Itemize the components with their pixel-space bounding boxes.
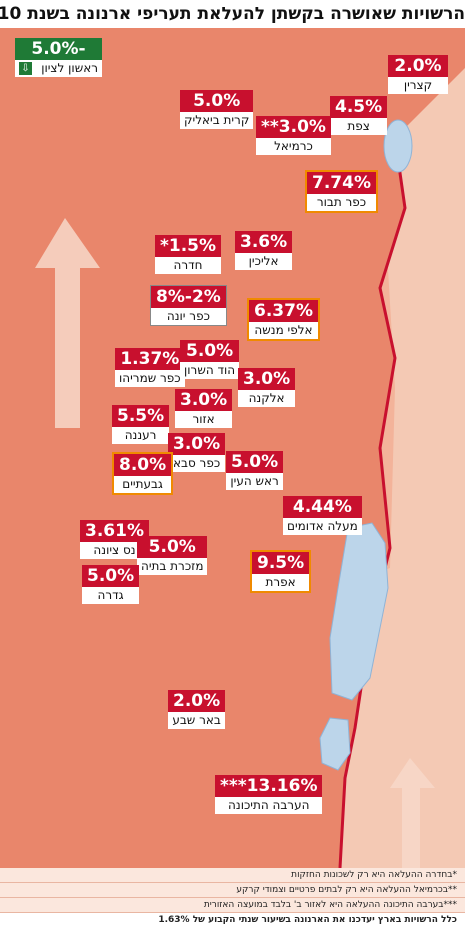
place-value: 5.0% — [137, 536, 208, 558]
place-name: אליכין — [235, 253, 293, 270]
israel-map — [0, 28, 465, 868]
place-label-rosh-haayin: 5.0% ראש העין — [226, 451, 284, 490]
place-value: 5.0% — [180, 340, 240, 362]
place-value: 2.0% — [168, 690, 226, 712]
place-name: ראש העין — [226, 473, 284, 490]
arrow-down-icon: ⇩ — [19, 62, 32, 75]
place-name: קצרין — [388, 77, 448, 94]
dead-sea — [329, 522, 389, 701]
place-value: 3.0% — [238, 368, 296, 390]
place-label-nes-ziona: 3.61% נס ציונה — [80, 520, 149, 559]
footnote-4: כלל הרשויות בארץ יעדכנו את הארנונה בשיעו… — [0, 913, 465, 927]
legend-rishon: -5.0% ראשון לציון ⇩ — [15, 38, 102, 77]
place-value: 6.37% — [249, 300, 318, 322]
place-name: אלקנה — [238, 390, 296, 407]
place-name: באר שבע — [168, 712, 226, 729]
place-name: אפרת — [252, 574, 310, 591]
place-name: כרמיאל — [256, 138, 331, 155]
place-value: 5.5% — [112, 405, 170, 427]
footnote-3: ***בערבה התיכונה ההעלאה היא לאזור ב' בלב… — [0, 898, 465, 913]
place-value: 5.0% — [82, 565, 140, 587]
place-value: 2.0% — [388, 55, 448, 77]
place-label-kfar-shmaryahu: 1.37% כפר שמריהו — [115, 348, 185, 387]
place-name: אלפי מנשה — [249, 322, 318, 339]
place-label-raanana: 5.5% רעננה — [112, 405, 170, 444]
place-label-kfar-saba: 3.0% כפר סבא — [168, 433, 226, 472]
place-value: 4.44% — [283, 496, 362, 518]
sea-of-galilee — [383, 119, 413, 173]
place-name: אזור — [175, 411, 233, 428]
place-name: צפת — [330, 118, 388, 135]
place-value: 5.0% — [180, 90, 254, 112]
place-name: גדרה — [82, 587, 140, 604]
place-label-karmiel: 3.0%** כרמיאל — [256, 116, 331, 155]
place-label-tzfat: 4.5% צפת — [330, 96, 388, 135]
place-value: 9.5% — [252, 552, 310, 574]
place-name: נס ציונה — [80, 542, 149, 559]
place-value: 8.0% — [114, 454, 172, 476]
dead-sea-south — [319, 717, 351, 771]
legend-value: -5.0% — [15, 38, 102, 60]
legend-name-row: ראשון לציון ⇩ — [15, 60, 102, 77]
place-label-hadera: 1.5%* חדרה — [155, 235, 222, 274]
place-name: הוד השרון — [180, 362, 240, 379]
place-value: 5.0% — [226, 451, 284, 473]
legend-name: ראשון לציון — [41, 61, 98, 75]
place-label-alfei-menashe: 6.37% אלפי מנשה — [247, 298, 320, 341]
place-value: 13.16%*** — [215, 775, 323, 797]
up-arrow-icon-south — [390, 758, 435, 868]
place-name: הערבה התיכונה — [215, 797, 323, 814]
place-value: 3.61% — [80, 520, 149, 542]
up-arrow-icon — [35, 218, 100, 428]
place-label-gedera: 5.0% גדרה — [82, 565, 140, 604]
place-label-elkana: 3.0% אלקנה — [238, 368, 296, 407]
place-name: מזכרת בתיה — [137, 558, 208, 575]
place-label-kfar-tavor: 7.74% כפר תבור — [305, 170, 378, 213]
place-label-efrat: 9.5% אפרת — [250, 550, 312, 593]
place-name: מעלה אדומים — [283, 518, 362, 535]
place-label-katzrin: 2.0% קצרין — [388, 55, 448, 94]
place-name: רעננה — [112, 427, 170, 444]
place-label-mazkeret-batya: 5.0% מזכרת בתיה — [137, 536, 208, 575]
footnote-1: *בחדרה ההעלאה היא רק לשכונות החזקות — [0, 868, 465, 883]
place-label-maale-adumim: 4.44% מעלה אדומים — [283, 496, 362, 535]
place-name: כפר יונה — [151, 308, 226, 325]
place-value: 7.74% — [307, 172, 376, 194]
place-label-beer-sheva: 2.0% באר שבע — [168, 690, 226, 729]
place-value: 3.0% — [175, 389, 233, 411]
place-value: 3.6% — [235, 231, 293, 253]
place-name: כפר תבור — [307, 194, 376, 211]
place-label-elyachin: 3.6% אליכין — [235, 231, 293, 270]
place-name: גבעתיים — [114, 476, 172, 493]
map-title: הרשויות שאושרה בקשתן להעלאת תעריפי ארנונ… — [0, 0, 465, 28]
place-label-arava: 13.16%*** הערבה התיכונה — [215, 775, 323, 814]
place-value: 1.37% — [115, 348, 185, 370]
place-value: 1.5%* — [155, 235, 222, 257]
place-value: 4.5% — [330, 96, 388, 118]
place-value: 3.0%** — [256, 116, 331, 138]
place-value: 2%-8% — [151, 286, 226, 308]
footnote-2: **בכרמיאל ההעלאה היא רק לבתים פרטיים וצמ… — [0, 883, 465, 898]
place-label-azor: 3.0% אזור — [175, 389, 233, 428]
footnotes: *בחדרה ההעלאה היא רק לשכונות החזקות **בכ… — [0, 868, 465, 930]
place-name: קרית ביאליק — [180, 112, 254, 129]
place-name: כפר סבא — [168, 455, 226, 472]
place-label-hod-hasharon: 5.0% הוד השרון — [180, 340, 240, 379]
place-name: כפר שמריהו — [115, 370, 185, 387]
place-label-givatayim: 8.0% גבעתיים — [112, 452, 174, 495]
place-label-kiryat-bialik: 5.0% קרית ביאליק — [180, 90, 254, 129]
place-label-kfar-yona: 2%-8% כפר יונה — [150, 285, 227, 326]
place-name: חדרה — [155, 257, 222, 274]
place-value: 3.0% — [168, 433, 226, 455]
